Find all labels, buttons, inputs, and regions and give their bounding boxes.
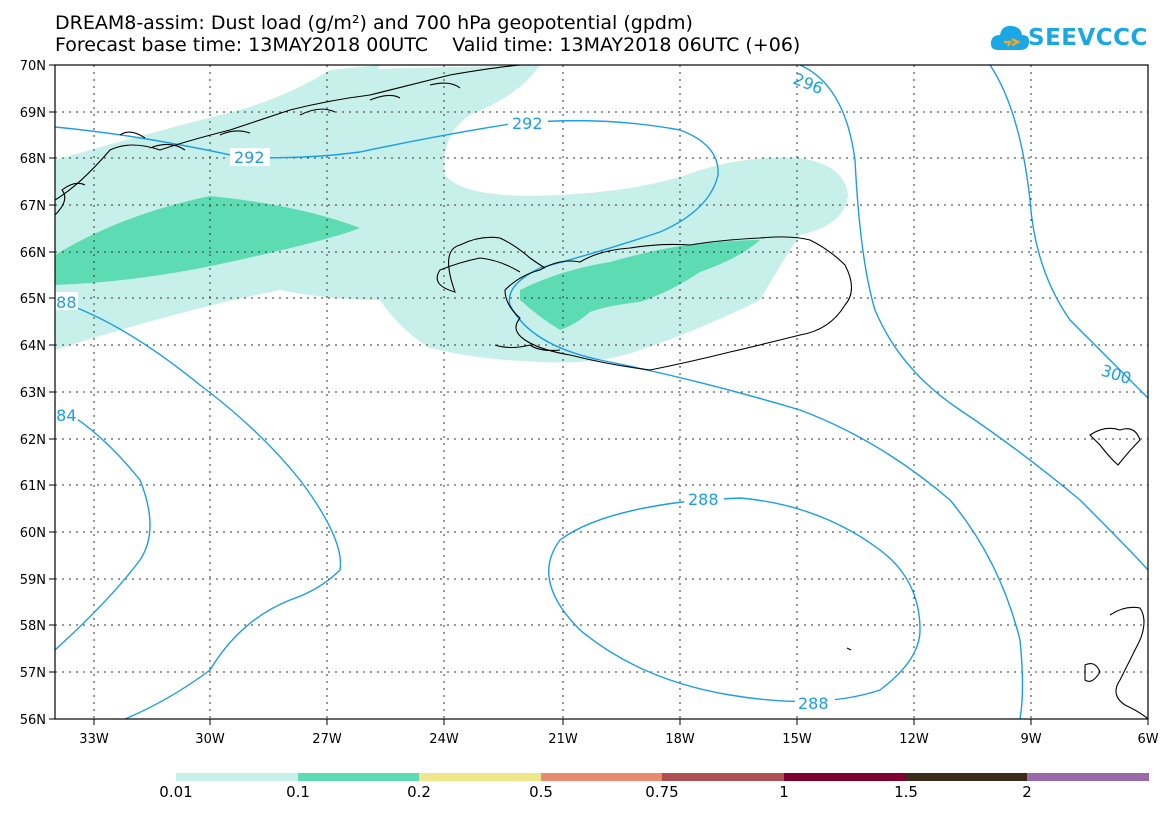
lat-label: 68N xyxy=(20,152,46,167)
faroe-coast xyxy=(846,647,852,651)
colorbar-swatch xyxy=(541,773,662,781)
contour-288-south xyxy=(548,497,921,703)
greenland-coast xyxy=(55,65,521,201)
latitude-labels: 70N 69N 68N 67N 66N 65N 64N 63N 62N 61N … xyxy=(20,59,46,728)
colorbar-label: 2 xyxy=(1022,783,1032,801)
contour-label: 288 xyxy=(798,694,829,713)
shetland-coast xyxy=(1089,427,1141,466)
longitude-labels: 33W 30W 27W 24W 21W 18W 15W 12W 9W 6W xyxy=(79,732,1158,747)
lon-label: 30W xyxy=(195,732,225,747)
lat-label: 58N xyxy=(20,619,46,634)
lat-label: 69N xyxy=(20,106,46,121)
colorbar-swatch xyxy=(784,773,906,781)
contour-label: 292 xyxy=(234,148,265,167)
lat-label: 60N xyxy=(20,526,46,541)
lat-label: 56N xyxy=(20,713,46,728)
greenland-coast-jagged xyxy=(55,82,461,216)
lon-label: 18W xyxy=(665,732,695,747)
lat-label: 57N xyxy=(20,666,46,681)
coastlines xyxy=(55,65,1148,719)
colorbar-swatch xyxy=(906,773,1027,781)
colorbar-label: 0.2 xyxy=(407,783,431,801)
lat-label: 62N xyxy=(20,433,46,448)
lat-label: 59N xyxy=(20,573,46,588)
colorbar xyxy=(176,773,1149,781)
seevccc-logo: SEEVCCC xyxy=(990,20,1150,60)
contour-label: 292 xyxy=(512,114,543,133)
lat-label: 67N xyxy=(20,199,46,214)
contour-288-west xyxy=(55,299,342,719)
lat-label: 63N xyxy=(20,386,46,401)
dust-shade-mid-iceland xyxy=(520,240,760,330)
contour-300 xyxy=(989,65,1148,399)
contour-296 xyxy=(799,65,1148,571)
lat-label: 61N xyxy=(20,479,46,494)
lon-label: 21W xyxy=(548,732,578,747)
colorbar-swatch xyxy=(1027,773,1149,781)
logo-text: SEEVCCC xyxy=(1028,25,1148,51)
colorbar-swatch xyxy=(298,773,419,781)
map-subtitle: Forecast base time: 13MAY2018 00UTC Vali… xyxy=(55,34,801,56)
lon-label: 15W xyxy=(782,732,812,747)
geopotential-contours xyxy=(55,65,1148,719)
lon-label: 24W xyxy=(429,732,459,747)
map-title: DREAM8-assim: Dust load (g/m²) and 700 h… xyxy=(55,12,693,34)
colorbar-swatch xyxy=(419,773,541,781)
cloud-icon xyxy=(990,25,1030,50)
colorbar-label: 0.01 xyxy=(159,783,193,801)
contour-292-west xyxy=(55,119,1024,719)
contour-label: 288 xyxy=(688,490,719,509)
lon-label: 12W xyxy=(899,732,929,747)
colorbar-swatch xyxy=(176,773,298,781)
lon-label: 33W xyxy=(79,732,109,747)
lat-label: 64N xyxy=(20,339,46,354)
colorbar-label: 1 xyxy=(779,783,789,801)
contour-label: 284 xyxy=(46,406,77,425)
dust-shade-low-top xyxy=(55,65,380,175)
contour-label: 296 xyxy=(791,69,826,98)
map-plot-area: 292 292 296 300 288 288 288 284 xyxy=(46,65,1148,719)
colorbar-label: 0.75 xyxy=(645,783,679,801)
contour-label: 300 xyxy=(1099,361,1134,389)
iceland-westfjords xyxy=(436,236,546,293)
scotland-coast xyxy=(1084,606,1148,719)
lat-label: 66N xyxy=(20,246,46,261)
iceland-reykjanes xyxy=(494,344,561,351)
tick-marks xyxy=(49,64,1149,725)
colorbar-label: 0.5 xyxy=(529,783,553,801)
map-grid xyxy=(55,65,1148,719)
dust-shade-mid-west xyxy=(55,196,360,285)
colorbar-label: 1.5 xyxy=(894,783,918,801)
colorbar-swatch xyxy=(662,773,784,781)
lon-label: 27W xyxy=(312,732,342,747)
colorbar-label: 0.1 xyxy=(286,783,310,801)
lat-label: 70N xyxy=(20,59,46,74)
contour-label: 288 xyxy=(46,293,77,312)
lon-label: 6W xyxy=(1137,732,1158,747)
lon-label: 9W xyxy=(1020,732,1041,747)
contour-284 xyxy=(55,404,151,651)
lat-label: 65N xyxy=(20,292,46,307)
